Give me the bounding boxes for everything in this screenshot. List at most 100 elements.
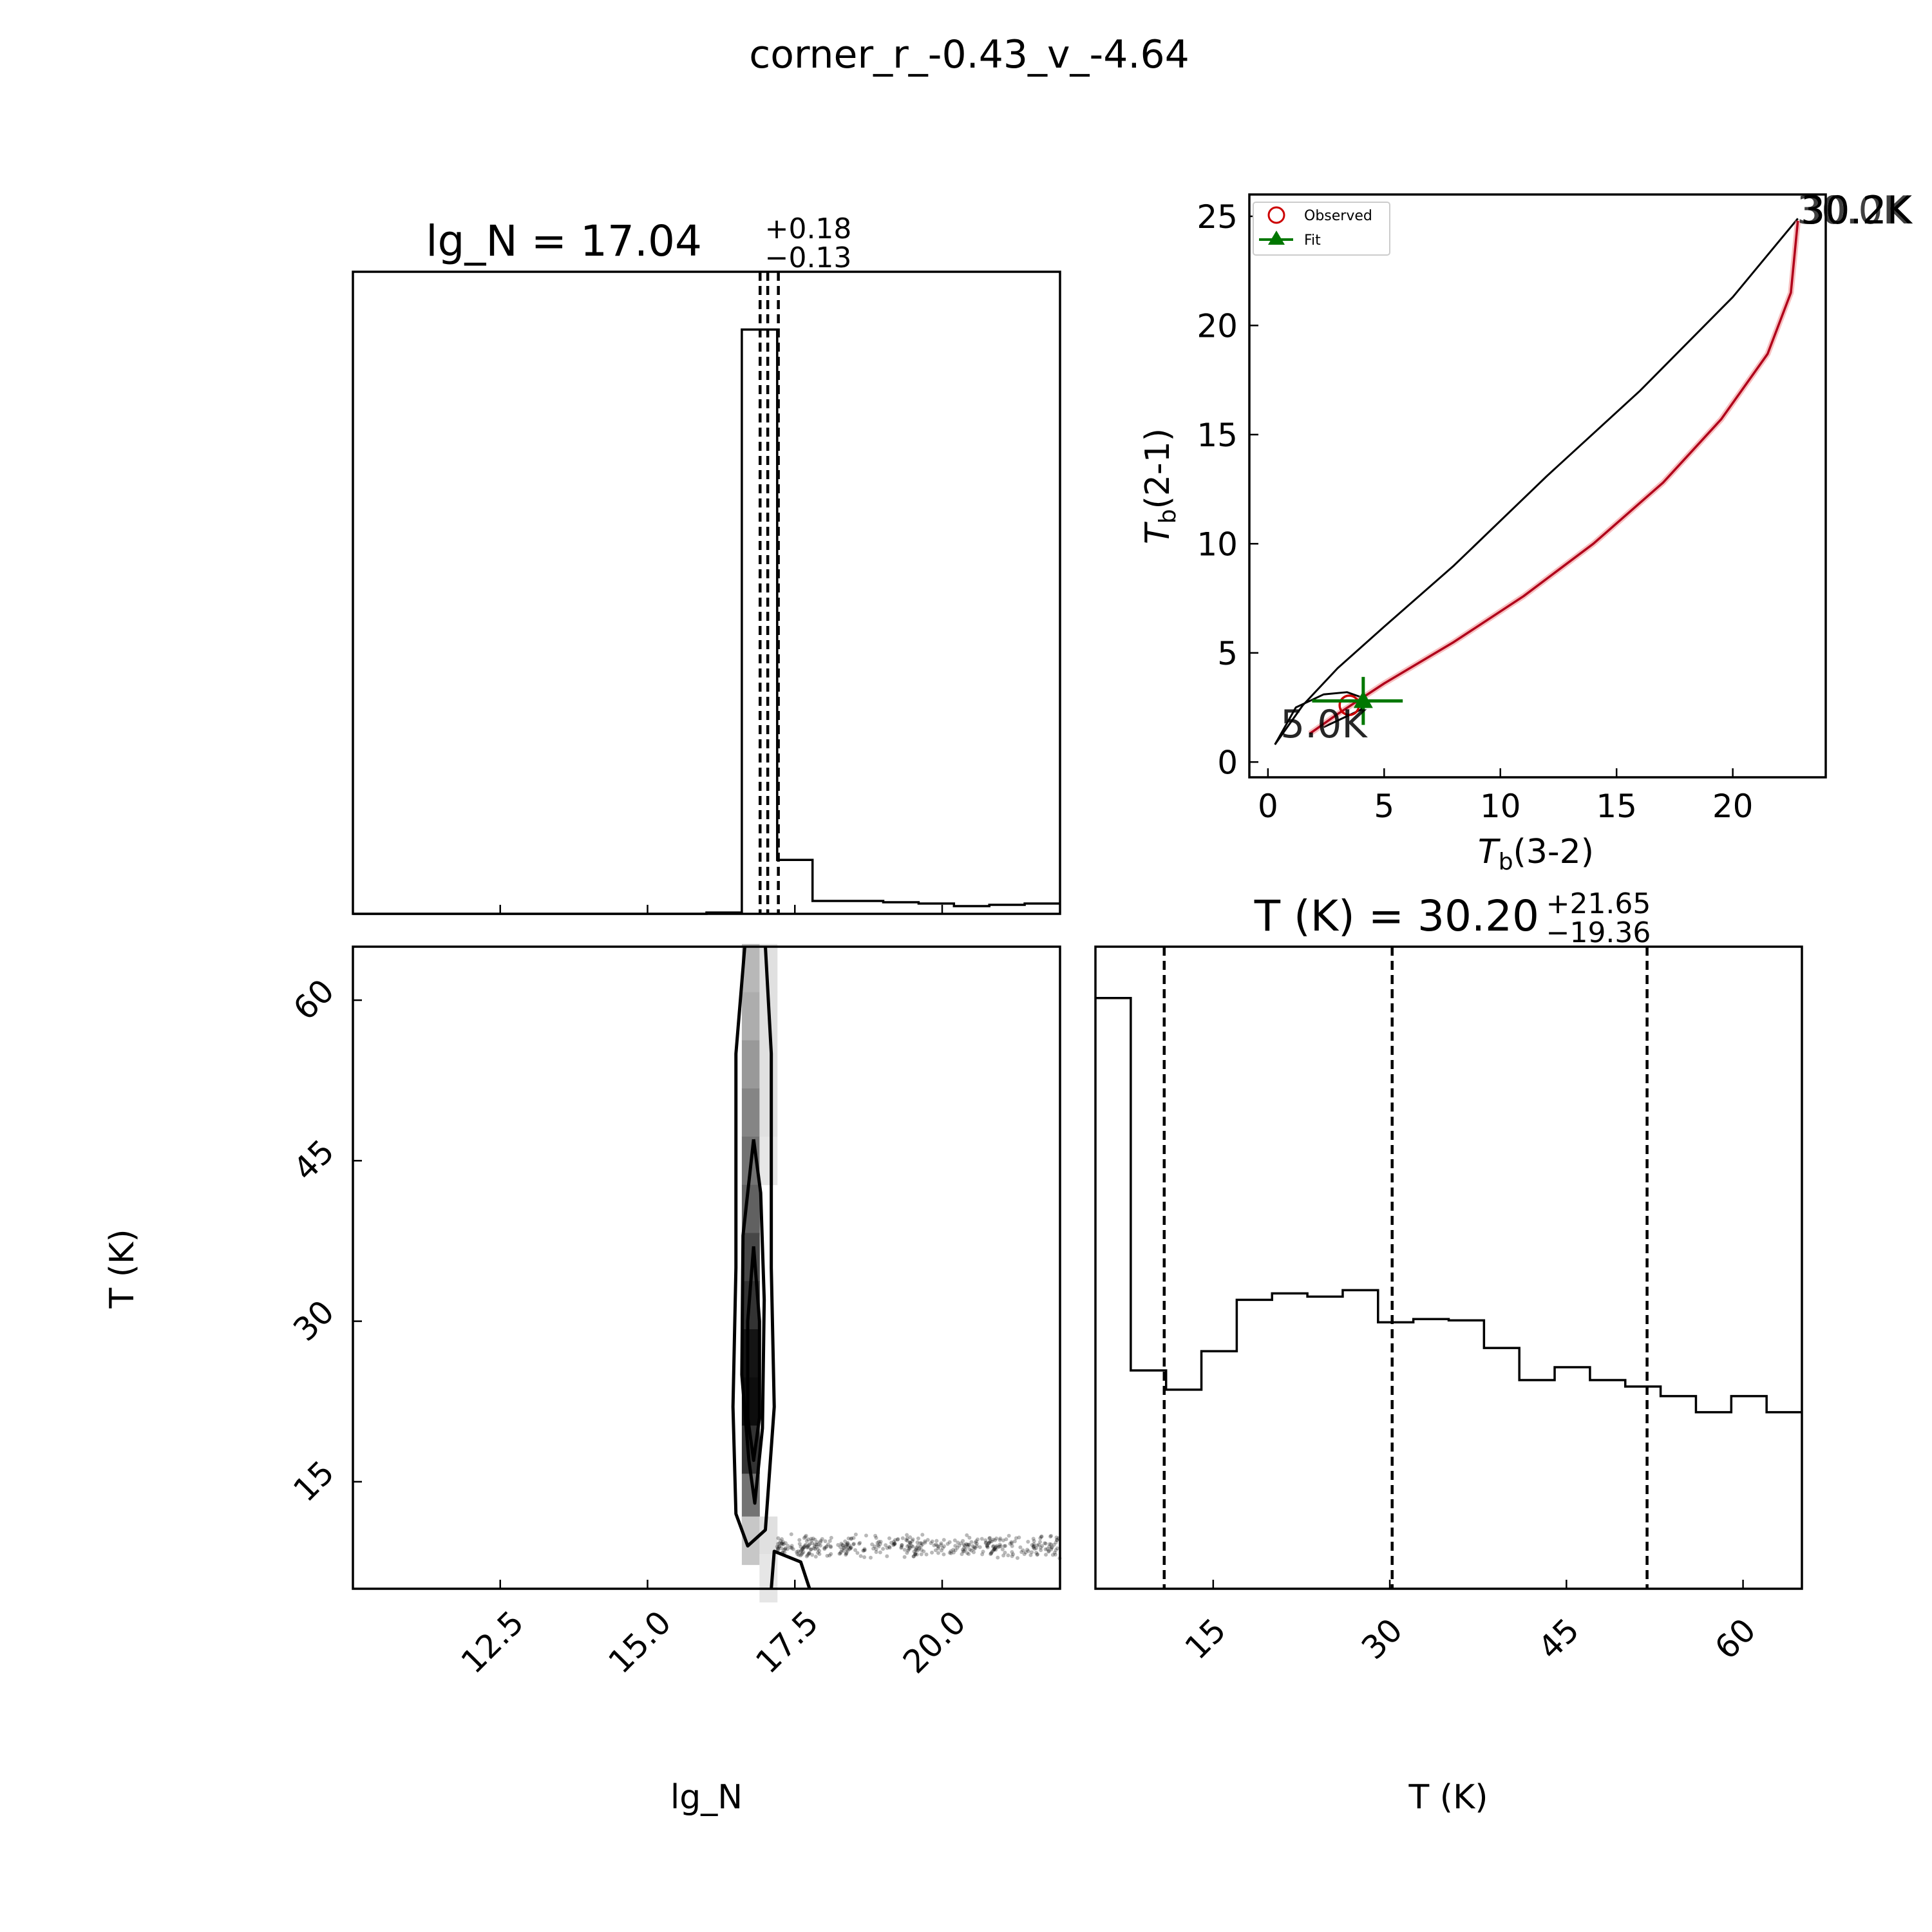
tail-sample-point: [1047, 1542, 1052, 1546]
T-hist-title-plus: +21.65: [1546, 887, 1651, 920]
tail-sample-point: [911, 1554, 916, 1558]
tail-sample-point: [1035, 1543, 1039, 1548]
tail-sample-point: [1023, 1550, 1028, 1555]
tail-sample-point: [776, 1542, 781, 1546]
tail-sample-point: [1008, 1542, 1012, 1546]
tail-sample-point: [778, 1539, 782, 1543]
tail-sample-point: [829, 1535, 833, 1540]
tail-sample-point: [930, 1550, 934, 1555]
tail-sample-point: [1030, 1550, 1034, 1555]
tail-sample-point: [910, 1539, 914, 1543]
tail-sample-point: [849, 1537, 853, 1541]
tail-sample-point: [955, 1546, 960, 1550]
tail-sample-point: [807, 1543, 811, 1548]
tail-sample-point: [802, 1545, 806, 1549]
tail-sample-point: [1032, 1542, 1036, 1546]
lgN-hist-frame: [352, 270, 1061, 915]
ratio-legend: Observed Fit: [1253, 202, 1390, 256]
tail-sample-point: [813, 1547, 817, 1551]
tail-sample-point: [844, 1551, 848, 1556]
tail-sample-point: [980, 1537, 984, 1541]
tail-sample-point: [874, 1547, 878, 1551]
tail-sample-point: [1039, 1548, 1043, 1553]
tail-sample-point: [848, 1546, 853, 1551]
tail-sample-point: [919, 1541, 923, 1546]
tail-sample-point: [805, 1545, 810, 1549]
tail-sample-point: [1021, 1548, 1025, 1553]
tail-sample-point: [909, 1544, 914, 1548]
tail-sample-point: [1054, 1548, 1058, 1552]
tail-sample-point: [862, 1547, 867, 1551]
tail-sample-point: [906, 1543, 911, 1548]
tail-sample-point: [887, 1544, 891, 1549]
tail-sample-point: [810, 1553, 815, 1557]
tail-sample-point: [906, 1548, 911, 1553]
tail-sample-point: [953, 1548, 958, 1553]
tail-sample-point: [887, 1536, 891, 1540]
tail-sample-point: [1043, 1541, 1048, 1546]
tail-sample-point: [824, 1545, 828, 1549]
tail-sample-point: [917, 1546, 922, 1550]
ratio-yticklabel-5: 25: [1197, 198, 1238, 236]
tail-sample-point: [990, 1544, 995, 1549]
tail-sample-point: [1017, 1535, 1021, 1540]
tail-sample-point: [974, 1539, 978, 1544]
tail-sample-point: [985, 1544, 989, 1549]
tail-sample-point: [851, 1542, 856, 1546]
ratio-yticklabel-0: 0: [1217, 744, 1238, 781]
tail-sample-point: [779, 1541, 784, 1546]
tail-sample-point: [864, 1533, 868, 1538]
ratio-yticklabel-1: 5: [1217, 635, 1238, 672]
tail-sample-point: [876, 1539, 881, 1544]
tail-sample-point: [776, 1548, 781, 1552]
tail-sample-point: [989, 1552, 993, 1557]
tail-sample-point: [1045, 1547, 1050, 1551]
tail-sample-point: [963, 1548, 968, 1552]
tail-sample-point: [939, 1543, 943, 1548]
tail-sample-point: [933, 1548, 938, 1553]
scatter2d-xticklabel-0: 12.5: [454, 1604, 531, 1681]
tail-sample-point: [797, 1553, 801, 1557]
scatter2d-yticklabel-1: 30: [286, 1293, 341, 1349]
tail-sample-point: [862, 1555, 867, 1559]
tail-sample-point: [1028, 1553, 1033, 1557]
tail-sample-point: [900, 1542, 904, 1547]
tail-sample-point: [988, 1539, 992, 1544]
tail-sample-point: [1050, 1553, 1055, 1557]
tail-contour: [770, 1549, 811, 1589]
tail-sample-point: [1034, 1546, 1038, 1550]
tail-sample-point: [1032, 1539, 1036, 1543]
tail-sample-point: [822, 1546, 827, 1550]
tail-sample-point: [1007, 1533, 1011, 1538]
tail-sample-point: [798, 1549, 802, 1554]
tail-sample-point: [819, 1540, 823, 1544]
tail-sample-point: [817, 1552, 822, 1557]
tail-sample-point: [780, 1537, 784, 1541]
tail-sample-point: [1050, 1545, 1054, 1549]
tail-sample-point: [967, 1542, 971, 1547]
tail-sample-point: [996, 1555, 1000, 1560]
tail-sample-point: [804, 1542, 808, 1547]
tail-sample-point: [849, 1536, 854, 1540]
tail-sample-point: [825, 1553, 829, 1558]
tail-sample-point: [1022, 1552, 1027, 1557]
tail-sample-point: [779, 1546, 784, 1551]
tail-sample-point: [934, 1542, 938, 1547]
tail-sample-point: [908, 1540, 913, 1545]
tail-sample-point: [849, 1546, 853, 1550]
tail-sample-point: [853, 1532, 858, 1537]
tail-sample-point: [962, 1546, 967, 1550]
tail-sample-point: [799, 1553, 803, 1558]
tail-sample-point: [967, 1542, 971, 1547]
tail-sample-point: [989, 1551, 994, 1555]
tail-sample-point: [799, 1552, 804, 1557]
tail-sample-point: [799, 1548, 804, 1553]
ratio-xlabel-sub: b: [1499, 849, 1513, 875]
scatter2d-yticklabel-2: 45: [286, 1133, 341, 1188]
tail-sample-point: [1012, 1539, 1017, 1544]
tail-sample-point: [807, 1551, 811, 1555]
tail-sample-point: [806, 1537, 810, 1542]
tail-sample-point: [1043, 1541, 1047, 1546]
